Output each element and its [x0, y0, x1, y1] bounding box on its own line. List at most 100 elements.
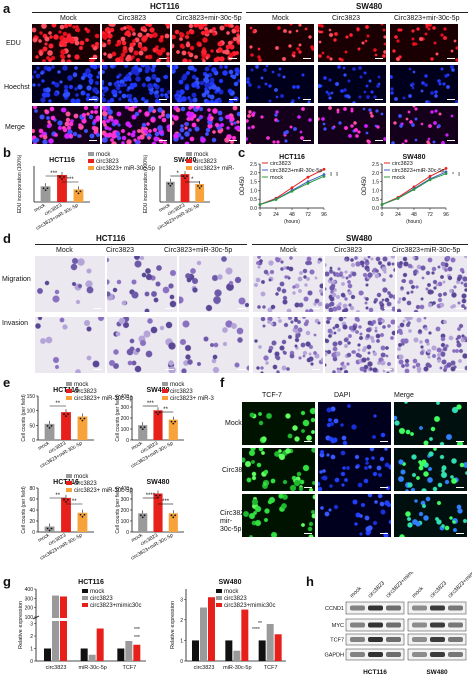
x-tick-label: circ3823 — [194, 665, 215, 671]
panel-letter-c: c — [238, 145, 246, 160]
band — [412, 652, 427, 657]
y-tick-label: 0 — [126, 438, 129, 444]
protein-label: TCF7 — [330, 638, 344, 644]
bar — [133, 644, 141, 661]
band — [430, 637, 445, 642]
data-point — [306, 181, 310, 185]
y-tick-label: 3 — [180, 597, 183, 603]
data-point — [174, 514, 177, 517]
legend-label: circ3823+miR-30c-5p — [270, 168, 322, 174]
micrograph-tile — [390, 106, 458, 144]
legend-swatch — [88, 166, 94, 170]
bar — [208, 597, 215, 661]
data-point — [141, 428, 144, 431]
sig-label: **** — [252, 627, 260, 633]
y-tick-label: 0 — [30, 659, 33, 665]
data-point — [170, 420, 173, 423]
y-tick-label: 100 — [121, 519, 130, 525]
y-tick-label: 80 — [29, 486, 35, 492]
data-point — [306, 175, 310, 179]
legend-label: circ3823 — [74, 481, 97, 487]
data-point — [42, 187, 45, 190]
cellline-label: HCT116 — [363, 669, 387, 676]
y-tick-label: 0.0 — [372, 206, 379, 212]
band — [430, 622, 445, 628]
sig-label: ** — [55, 493, 60, 499]
y-tick-label: 1.0 — [372, 188, 379, 194]
legend-label: circ3823+ miR-30c-5p — [74, 396, 134, 402]
data-point — [81, 419, 84, 422]
bar — [274, 634, 282, 661]
y-tick-label: 400 — [121, 394, 130, 400]
bar — [180, 174, 190, 202]
legend-swatch — [186, 166, 192, 170]
micrograph-tile — [397, 256, 467, 312]
legend-label: circ3823 — [392, 161, 413, 167]
band — [368, 637, 383, 642]
micrograph-tile — [325, 256, 395, 312]
legend-label: circ3823 — [74, 389, 97, 395]
bar — [52, 595, 59, 661]
data-point — [61, 178, 63, 180]
x-tick-label: 0 — [381, 212, 384, 218]
micrograph-tile — [32, 24, 100, 62]
micrograph-tile — [179, 317, 249, 373]
micrograph-tile — [390, 65, 458, 103]
panel-a-group-label: Mock — [272, 15, 289, 22]
data-point — [172, 516, 175, 519]
sig-label: *** — [67, 177, 75, 183]
data-point — [170, 514, 173, 517]
x-tick-label: TCF7 — [122, 665, 136, 671]
data-point — [428, 174, 432, 178]
bar — [241, 609, 249, 661]
sig-label: *** — [162, 499, 170, 505]
chart-title: HCT116 — [49, 157, 75, 164]
protein-label: GAPDH — [324, 653, 344, 659]
legend-swatch — [162, 396, 168, 400]
band — [350, 652, 365, 657]
bar — [61, 497, 71, 532]
micrograph-tile — [397, 317, 467, 373]
x-tick-label: mock — [130, 532, 144, 543]
chart-title: HCT116 — [78, 579, 104, 586]
band — [350, 622, 365, 628]
legend-label: circ3823+ miR-30c-5p — [74, 488, 134, 494]
legend-label: circ3823 — [170, 389, 193, 395]
bar — [225, 640, 233, 661]
bar — [77, 512, 88, 532]
panel-f-row-label: Circ3823+ mir-30c-5p — [220, 510, 253, 533]
bar — [125, 641, 133, 661]
x-tick-label: miR-30c-5p — [78, 665, 106, 671]
data-point — [79, 417, 82, 420]
legend-label: mock — [74, 474, 89, 480]
band — [368, 622, 383, 628]
panel-d-cellline-1: HCT116 — [96, 234, 126, 243]
data-point — [63, 413, 65, 416]
legend-swatch — [162, 389, 168, 393]
panel-a-cellline-1: HCT116 — [150, 2, 180, 11]
micrograph-tile — [107, 317, 177, 373]
sig-label: * — [191, 177, 194, 183]
data-point — [65, 415, 67, 418]
panel-a-row-label: Merge — [5, 124, 25, 131]
data-point — [185, 175, 188, 177]
sig-label: *** — [134, 627, 140, 633]
bar — [200, 607, 207, 661]
micrograph-tile — [102, 65, 170, 103]
x-axis-label: (hours) — [406, 219, 422, 225]
data-point — [63, 176, 65, 178]
sig-label: ** — [163, 407, 168, 413]
legend-swatch — [162, 382, 168, 386]
protein-label: CCND1 — [325, 606, 344, 612]
micrograph-tile — [242, 402, 315, 445]
band — [448, 622, 463, 628]
panel-d-group-label: Mock — [280, 247, 297, 254]
y-tick-label: 0 — [32, 530, 35, 536]
y-tick-label: 0 — [126, 530, 129, 536]
data-point — [396, 196, 400, 200]
legend-label: circ3823 — [224, 596, 247, 602]
micrograph-tile — [32, 106, 100, 144]
data-point — [290, 189, 294, 193]
sig-label: * — [176, 171, 179, 177]
micrograph-tile — [35, 317, 105, 373]
